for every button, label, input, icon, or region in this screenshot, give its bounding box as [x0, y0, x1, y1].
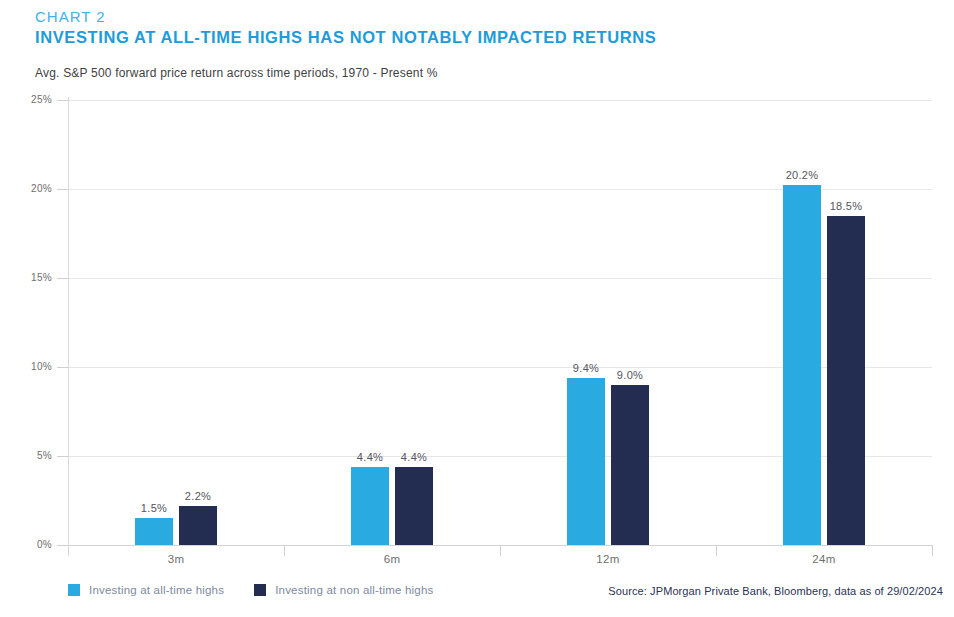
y-axis-label: 0% [0, 539, 52, 550]
bar-value-label: 18.5% [830, 200, 863, 212]
bar-value-label: 9.0% [617, 369, 643, 381]
bar-group-24m: 20.2%18.5% [716, 100, 932, 545]
bar-value-label: 2.2% [185, 490, 211, 502]
legend-swatch [68, 584, 80, 596]
bar-value-label: 4.4% [401, 451, 427, 463]
y-axis-tick [57, 278, 68, 279]
y-axis-tick [57, 189, 68, 190]
legend-label: Investing at all-time highs [89, 584, 224, 596]
bar-value-label: 4.4% [357, 451, 383, 463]
x-axis-tick [932, 545, 933, 556]
y-axis-label: 15% [0, 272, 52, 283]
bar: 1.5% [135, 518, 173, 545]
y-axis-label: 5% [0, 450, 52, 461]
bar-group-12m: 9.4%9.0% [500, 100, 716, 545]
legend-item: Investing at all-time highs [68, 584, 224, 596]
legend-label: Investing at non all-time highs [275, 584, 433, 596]
x-axis-label: 6m [284, 553, 500, 565]
bar: 18.5% [827, 216, 865, 545]
y-axis-tick [57, 100, 68, 101]
bar: 9.4% [567, 378, 605, 545]
source-text: Source: JPMorgan Private Bank, Bloomberg… [608, 585, 943, 597]
legend-item: Investing at non all-time highs [254, 584, 433, 596]
bar-value-label: 1.5% [141, 502, 167, 514]
plot-area: 0%5%10%15%20%25%1.5%2.2%3m4.4%4.4%6m9.4%… [0, 0, 954, 617]
chart-page: CHART 2 INVESTING AT ALL-TIME HIGHS HAS … [0, 0, 954, 617]
bar: 2.2% [179, 506, 217, 545]
y-axis-label: 25% [0, 94, 52, 105]
bar-value-label: 9.4% [573, 362, 599, 374]
bar-value-label: 20.2% [786, 169, 819, 181]
bar: 9.0% [611, 385, 649, 545]
legend-swatch [254, 584, 266, 596]
chart-legend: Investing at all-time highs Investing at … [68, 584, 434, 596]
x-axis-label: 12m [500, 553, 716, 565]
y-axis-label: 20% [0, 183, 52, 194]
y-axis-tick [57, 545, 68, 546]
bar-group-6m: 4.4%4.4% [284, 100, 500, 545]
bar: 4.4% [351, 467, 389, 545]
y-axis-tick [57, 456, 68, 457]
y-axis-tick [57, 367, 68, 368]
bar-group-3m: 1.5%2.2% [68, 100, 284, 545]
x-axis-label: 24m [716, 553, 932, 565]
x-axis-label: 3m [68, 553, 284, 565]
y-axis-label: 10% [0, 361, 52, 372]
bar: 4.4% [395, 467, 433, 545]
bar: 20.2% [783, 185, 821, 545]
